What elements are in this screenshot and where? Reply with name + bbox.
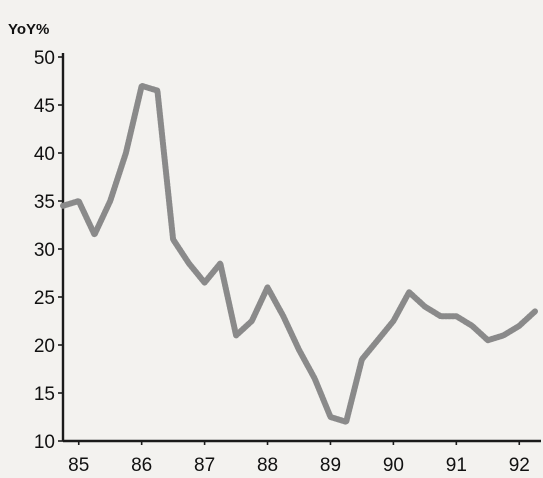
series-layer <box>60 82 538 425</box>
y-axis: 10 15 20 25 30 35 40 45 50 <box>34 48 65 453</box>
y-tick-label: 10 <box>34 432 55 453</box>
y-tick-label: 35 <box>34 192 55 213</box>
x-tick-label: 90 <box>383 455 404 476</box>
y-tick-label: 20 <box>34 336 55 357</box>
x-axis: 85 86 87 88 89 90 91 92 <box>63 439 541 476</box>
x-tick-label: 88 <box>257 455 278 476</box>
x-tick-label: 85 <box>68 455 89 476</box>
y-tick-label: 50 <box>34 48 55 69</box>
y-axis-unit-label: YoY% <box>8 21 49 38</box>
y-tick-label: 30 <box>34 240 55 261</box>
x-tick-label: 92 <box>509 455 530 476</box>
y-tick-label: 40 <box>34 144 55 165</box>
x-tick-label: 91 <box>446 455 467 476</box>
x-tick-label: 89 <box>320 455 341 476</box>
y-tick-label: 15 <box>34 384 55 405</box>
x-tick-label: 87 <box>194 455 215 476</box>
series-line <box>60 82 538 425</box>
y-tick-label: 45 <box>34 96 55 117</box>
y-tick-label: 25 <box>34 288 55 309</box>
x-tick-label: 86 <box>131 455 152 476</box>
